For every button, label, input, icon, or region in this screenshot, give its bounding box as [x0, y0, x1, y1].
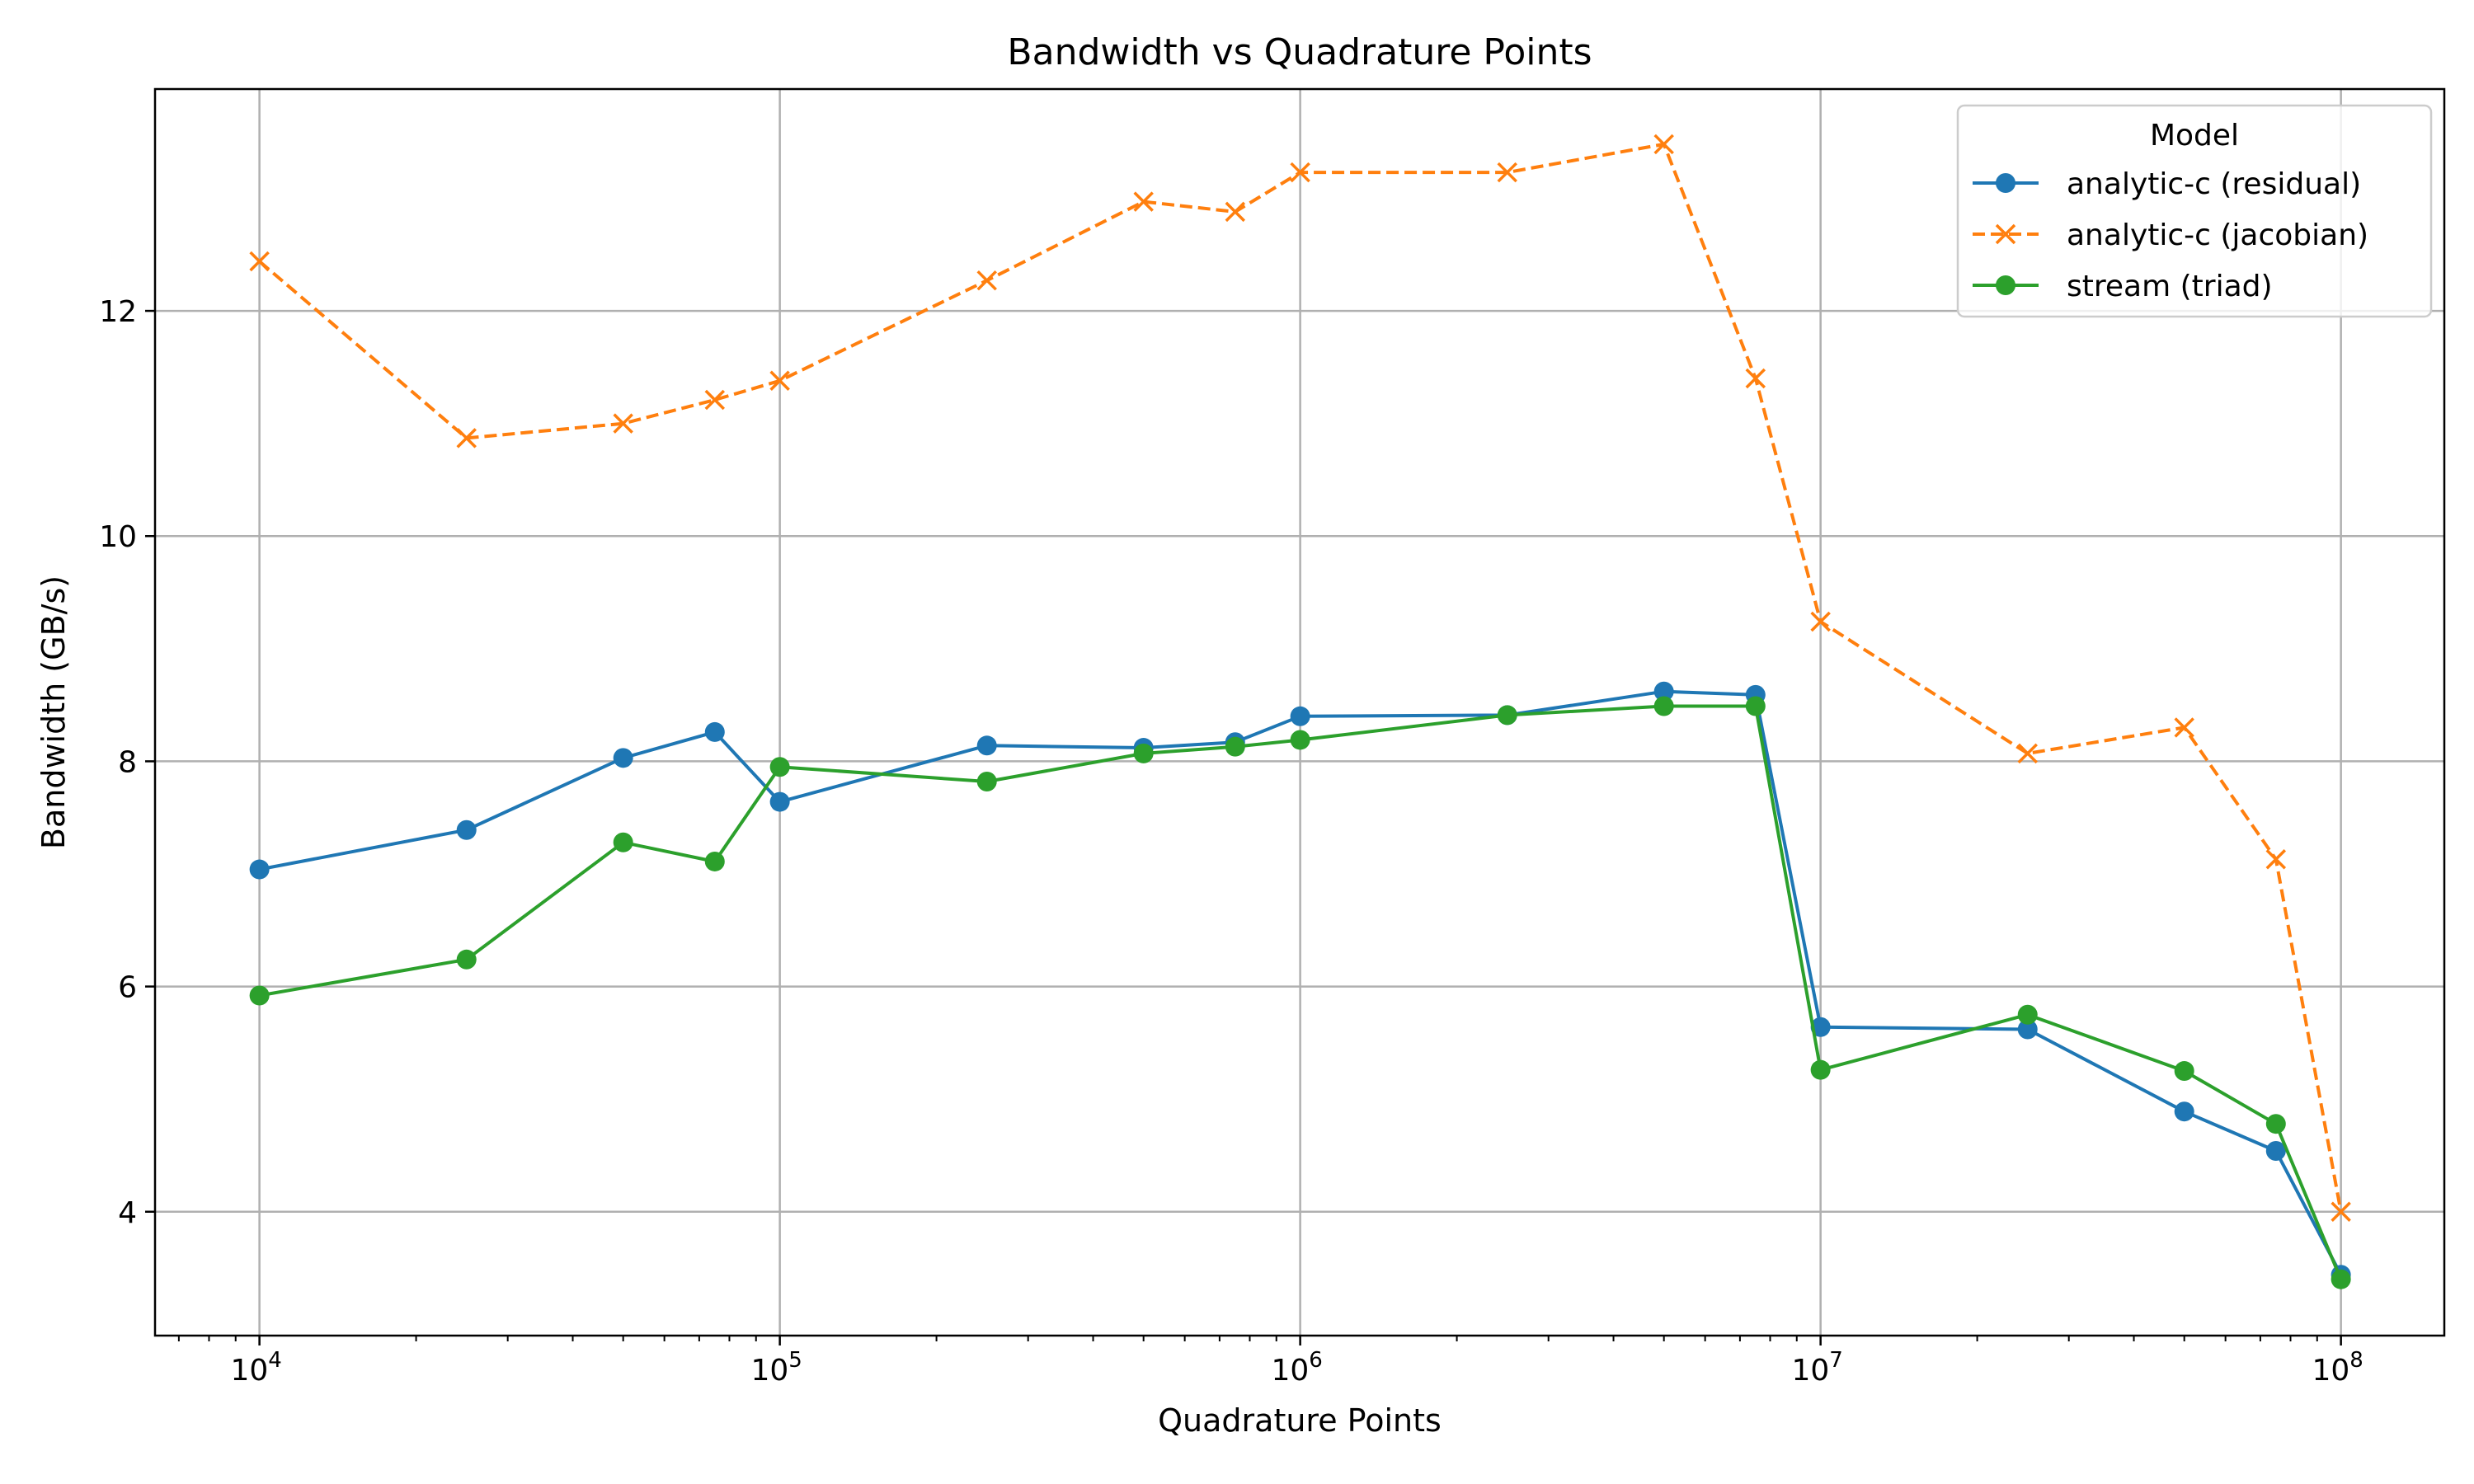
chart-title: Bandwidth vs Quadrature Points [1007, 31, 1592, 73]
y-tick-label: 8 [118, 745, 137, 779]
data-point [2017, 1004, 2038, 1025]
legend-item: analytic-c (residual) [1973, 167, 2361, 201]
data-point [1810, 611, 1831, 632]
data-point [1225, 736, 1245, 757]
y-tick-label: 12 [99, 295, 137, 329]
series-layer [249, 134, 2351, 1289]
data-point [2174, 1101, 2194, 1122]
data-point [1653, 134, 1674, 155]
y-tick-label: 6 [118, 971, 137, 1005]
data-point [613, 413, 633, 434]
x-tick-label: 105 [750, 1348, 802, 1388]
data-point [1290, 706, 1310, 726]
legend-title: Model [2150, 119, 2239, 153]
data-point [2331, 1201, 2351, 1222]
data-point [769, 791, 790, 812]
legend-label: analytic-c (residual) [2067, 167, 2361, 201]
x-tick-label: 107 [1791, 1348, 1842, 1388]
data-point [1290, 730, 1310, 750]
legend-box [1956, 104, 2433, 318]
tick-layer: 104 105 106 107 108 4 6 8 10 12 [99, 295, 2363, 1388]
x-axis-label: Quadrature Points [1158, 1402, 1442, 1439]
data-point [1497, 705, 1517, 726]
data-point [2265, 1141, 2286, 1161]
data-point [1133, 191, 1154, 212]
data-point [249, 985, 270, 1006]
data-point [2265, 849, 2287, 870]
data-point [1745, 696, 1766, 716]
y-axis-label: Bandwidth (GB/s) [35, 575, 72, 849]
data-point [704, 721, 725, 742]
data-point [456, 819, 477, 840]
data-point [249, 251, 270, 272]
data-point [1290, 162, 1310, 183]
data-point [456, 428, 477, 448]
data-point [1225, 201, 1246, 223]
data-point [1810, 1017, 1831, 1037]
data-point [456, 949, 477, 970]
data-point [1653, 681, 1674, 702]
legend-item: analytic-c (jacobian) [1973, 218, 2368, 252]
data-point [249, 859, 270, 880]
legend-label: analytic-c (jacobian) [2067, 218, 2368, 252]
x-tick-label: 106 [1271, 1348, 1322, 1388]
data-point [2174, 717, 2194, 738]
data-point [769, 757, 790, 777]
legend: Model analytic-c (residual) analytic-c (j… [1956, 104, 2433, 318]
data-point [976, 735, 997, 756]
data-point [1745, 368, 1766, 389]
data-point [704, 389, 726, 411]
data-point [1810, 1059, 1831, 1080]
data-point [976, 270, 997, 291]
data-point [2174, 1061, 2194, 1082]
data-point [769, 370, 790, 391]
data-point [976, 772, 997, 791]
legend-label: stream (triad) [2067, 270, 2273, 303]
series-1 [249, 134, 2351, 1222]
legend-marker [1995, 223, 2016, 245]
x-tick-label: 104 [230, 1348, 281, 1388]
y-tick-label: 4 [118, 1196, 137, 1230]
data-point [2017, 1019, 2038, 1040]
legend-items: analytic-c (residual) analytic-c (jacobia… [1973, 167, 2368, 303]
data-point [2265, 1114, 2286, 1134]
data-point [704, 851, 725, 871]
legend-item: stream (triad) [1973, 270, 2273, 303]
data-point [1497, 162, 1517, 183]
x-tick-label: 108 [2312, 1348, 2363, 1388]
data-point [2331, 1269, 2351, 1289]
legend-marker [1996, 173, 2015, 193]
series-0 [249, 681, 2351, 1285]
data-point [613, 832, 633, 852]
data-point [1653, 696, 1674, 716]
data-point [613, 748, 633, 768]
y-tick-label: 10 [99, 520, 137, 554]
data-point [1133, 743, 1154, 763]
data-point [2017, 743, 2038, 764]
legend-marker [1996, 275, 2015, 295]
series-2 [249, 696, 2351, 1289]
